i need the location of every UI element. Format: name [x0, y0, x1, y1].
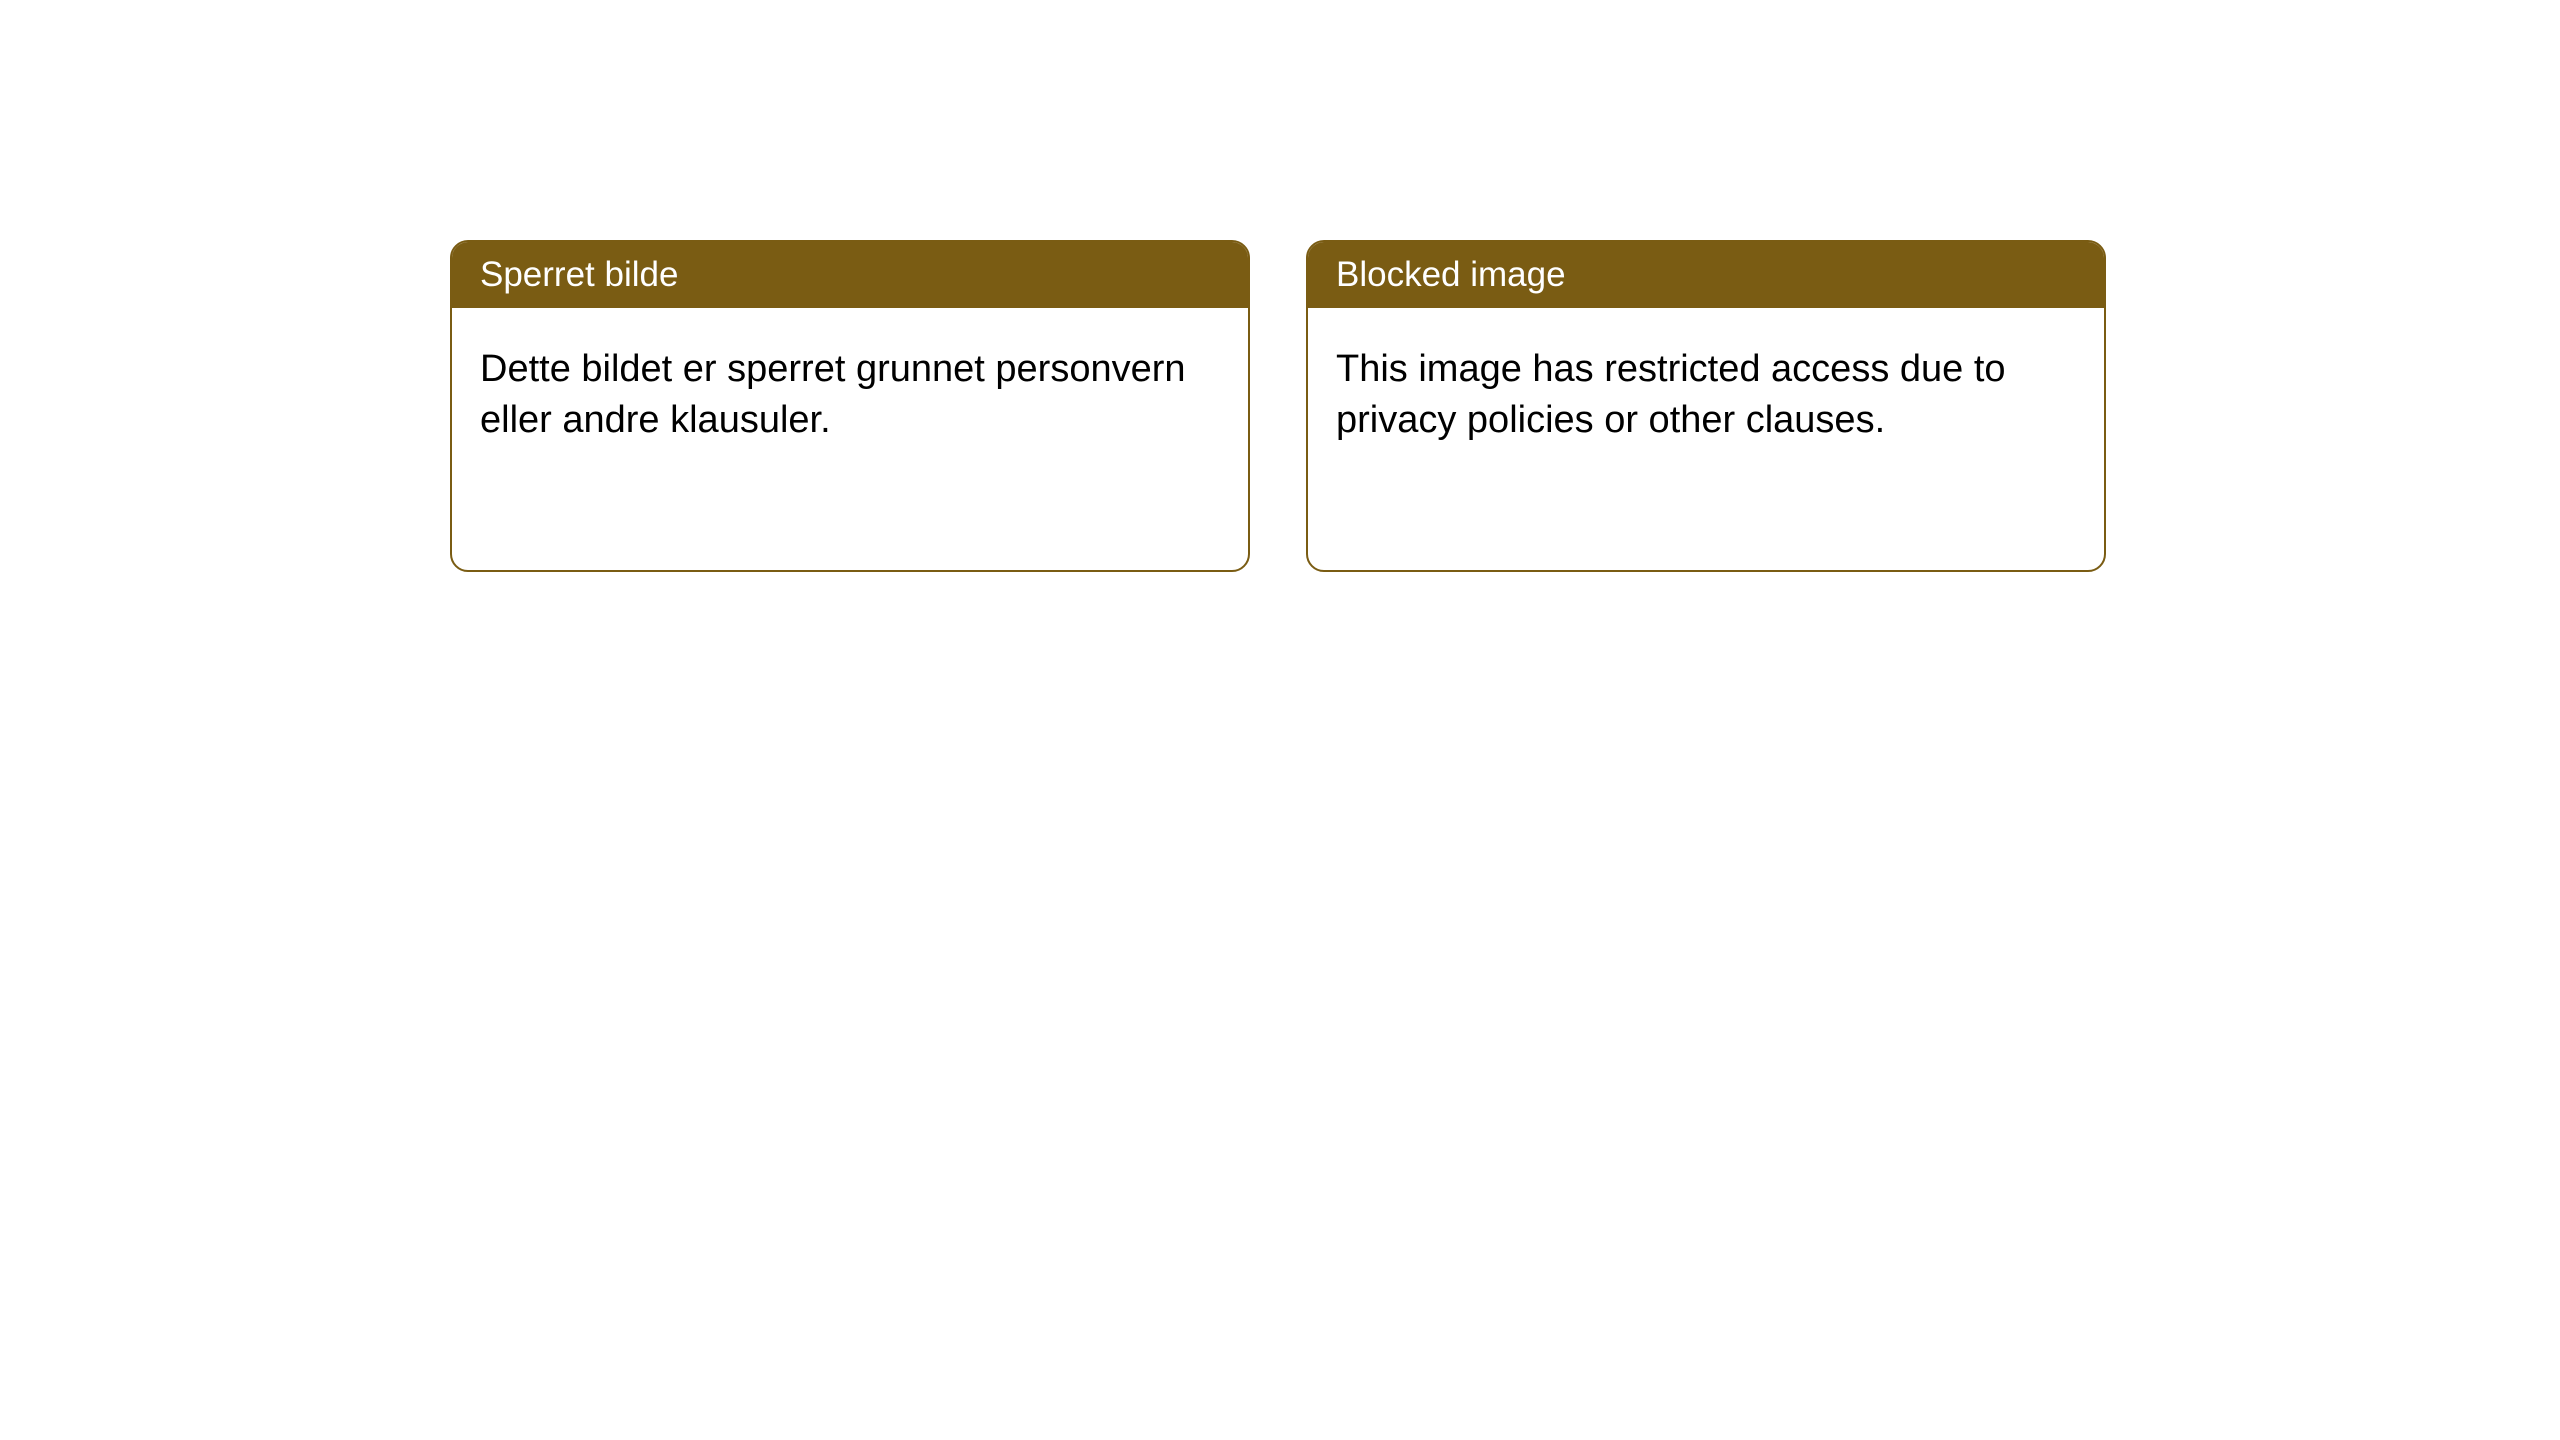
notice-card-norwegian: Sperret bilde Dette bildet er sperret gr… — [450, 240, 1250, 572]
notice-header: Blocked image — [1308, 242, 2104, 308]
notice-title: Blocked image — [1336, 255, 1566, 294]
notice-body-text: This image has restricted access due to … — [1336, 348, 2006, 441]
notice-header: Sperret bilde — [452, 242, 1248, 308]
notice-card-english: Blocked image This image has restricted … — [1306, 240, 2106, 572]
notice-body: Dette bildet er sperret grunnet personve… — [452, 308, 1248, 483]
notice-title: Sperret bilde — [480, 255, 678, 294]
notice-container: Sperret bilde Dette bildet er sperret gr… — [450, 240, 2560, 572]
notice-body-text: Dette bildet er sperret grunnet personve… — [480, 348, 1186, 441]
notice-body: This image has restricted access due to … — [1308, 308, 2104, 483]
